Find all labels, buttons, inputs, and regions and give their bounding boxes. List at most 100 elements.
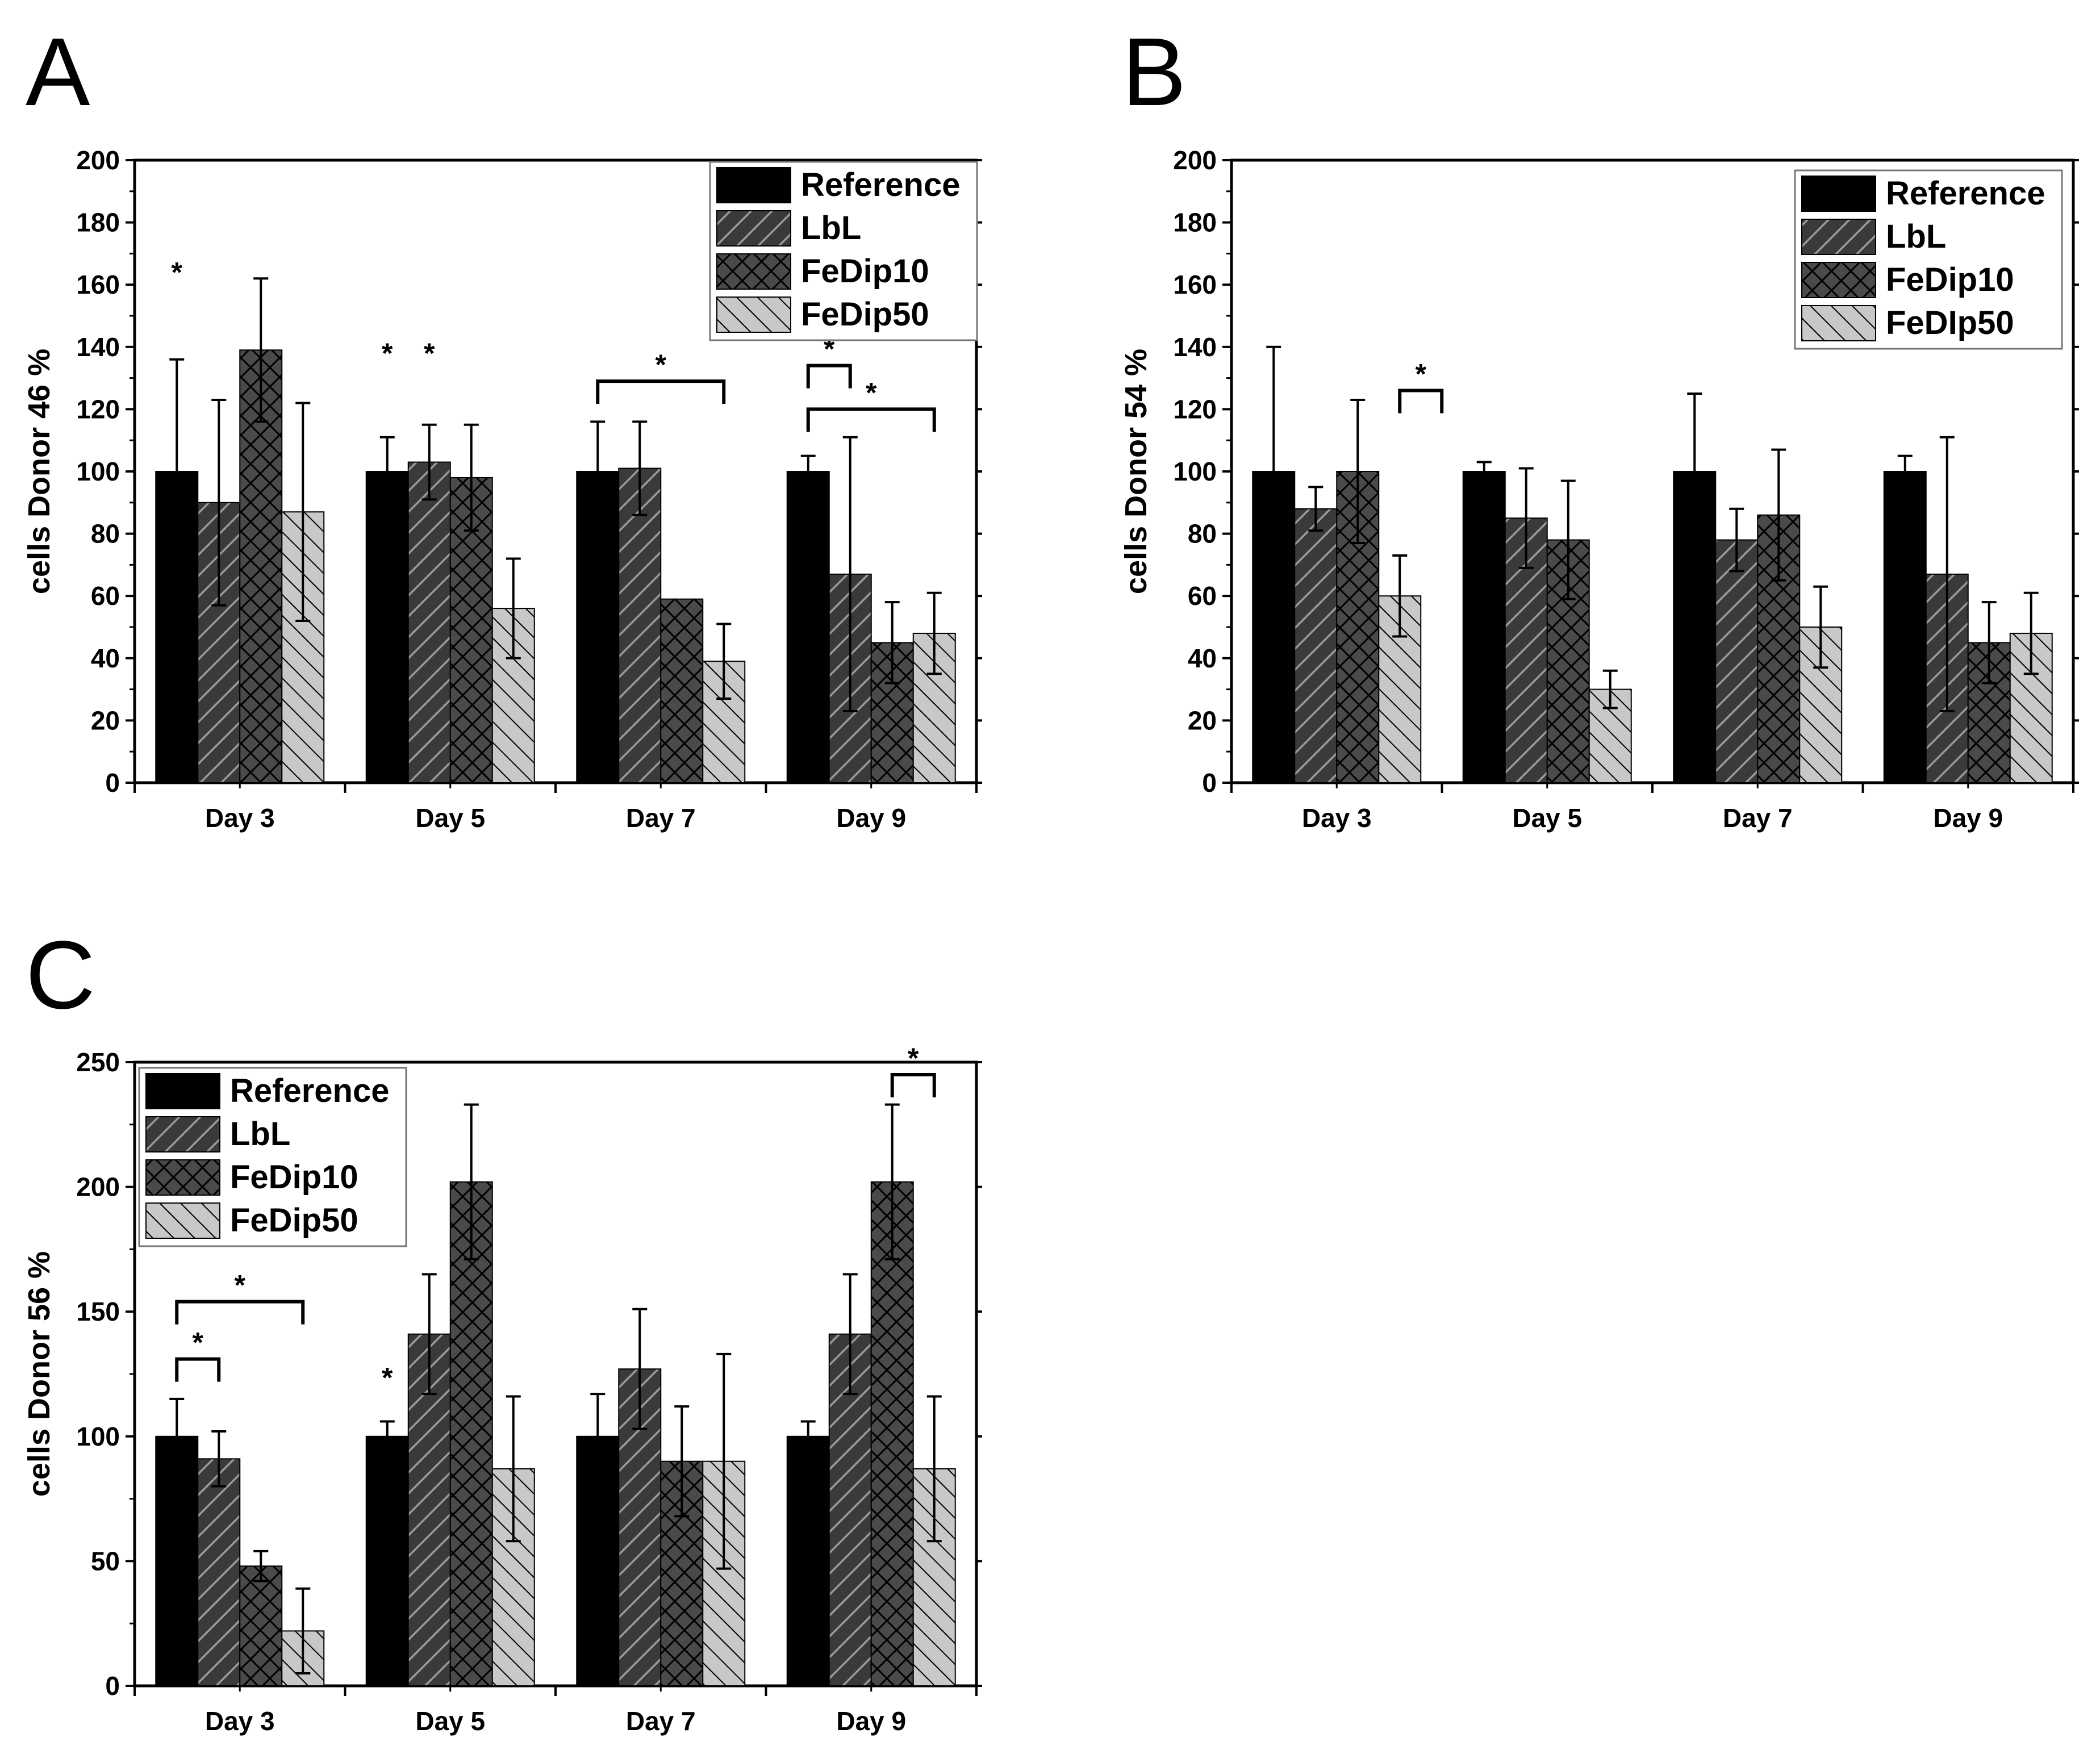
y-tick-label: 140 bbox=[76, 332, 120, 362]
y-tick-label: 0 bbox=[1202, 768, 1217, 797]
x-tick-label: Day 9 bbox=[836, 1706, 906, 1736]
bar-reference bbox=[1883, 471, 1927, 783]
y-tick-label: 160 bbox=[1173, 270, 1217, 299]
bar-reference bbox=[786, 1435, 830, 1687]
legend-label-fedip10: FeDip10 bbox=[1886, 261, 2014, 298]
significance-star: * bbox=[908, 1042, 919, 1074]
x-tick-label: Day 5 bbox=[415, 1706, 485, 1736]
y-tick-label: 140 bbox=[1173, 332, 1217, 362]
bar-fedip10 bbox=[660, 598, 704, 784]
significance-star: * bbox=[172, 256, 183, 288]
legend-label-lbl: LbL bbox=[801, 210, 861, 247]
legend-swatch-fedip50 bbox=[145, 1202, 220, 1239]
bar-fedip10 bbox=[239, 1565, 283, 1687]
x-tick-label: Day 5 bbox=[1512, 803, 1582, 833]
bar-lbl bbox=[407, 461, 451, 783]
y-axis-label: cells Donor 46 % bbox=[22, 349, 56, 594]
y-tick-label: 100 bbox=[76, 457, 120, 486]
legend-label-reference: Reference bbox=[801, 166, 960, 203]
y-tick-label: 100 bbox=[1173, 457, 1217, 486]
significance-bracket bbox=[175, 1300, 305, 1325]
x-tick-label: Day 7 bbox=[1723, 803, 1793, 833]
y-tick-label: 40 bbox=[91, 644, 120, 673]
bar-fedip10 bbox=[449, 1181, 493, 1686]
significance-star: * bbox=[424, 337, 435, 369]
bar-fedip50 bbox=[281, 511, 325, 783]
y-tick-label: 60 bbox=[91, 581, 120, 611]
x-tick-label: Day 3 bbox=[205, 803, 275, 833]
bar-lbl bbox=[197, 1458, 241, 1686]
significance-star: * bbox=[866, 377, 877, 408]
panel-letter-c: C bbox=[26, 921, 95, 1029]
x-tick-label: Day 9 bbox=[836, 803, 906, 833]
y-tick-label: 100 bbox=[76, 1422, 120, 1451]
y-tick-label: 200 bbox=[1173, 145, 1217, 175]
legend-label-reference: Reference bbox=[230, 1072, 389, 1109]
y-tick-label: 200 bbox=[76, 1172, 120, 1202]
y-tick-label: 80 bbox=[91, 519, 120, 549]
legend-swatch-lbl bbox=[716, 210, 791, 247]
y-tick-label: 0 bbox=[105, 1671, 120, 1701]
legend-swatch-fedip50 bbox=[1801, 305, 1876, 341]
legend-label-fedip50: FeDip50 bbox=[230, 1202, 358, 1239]
significance-star: * bbox=[235, 1269, 246, 1301]
y-tick-label: 120 bbox=[1173, 394, 1217, 424]
significance-bracket bbox=[1398, 389, 1444, 414]
y-tick-label: 80 bbox=[1188, 519, 1217, 549]
significance-bracket bbox=[806, 364, 852, 389]
significance-bracket bbox=[890, 1072, 936, 1097]
legend-label-lbl: LbL bbox=[230, 1116, 290, 1152]
bar-reference bbox=[365, 1435, 409, 1687]
bar-reference bbox=[786, 471, 830, 783]
chart-panel-a: 0 20 40 60 80 100 120 140 160 180 200 cells Donor 4… bbox=[22, 145, 982, 833]
legend-label-reference: Reference bbox=[1886, 175, 2045, 212]
significance-star: * bbox=[382, 337, 393, 369]
y-tick-label: 180 bbox=[1173, 208, 1217, 237]
y-tick-label: 150 bbox=[76, 1297, 120, 1326]
significance-star: * bbox=[193, 1327, 204, 1359]
legend-swatch-fedip10 bbox=[1801, 262, 1876, 298]
significance-bracket bbox=[806, 407, 936, 432]
bar-fedip10 bbox=[870, 1181, 914, 1686]
legend-swatch-fedip10 bbox=[716, 253, 791, 290]
y-tick-label: 40 bbox=[1188, 644, 1217, 673]
y-tick-label: 180 bbox=[76, 208, 120, 237]
significance-star: * bbox=[656, 349, 667, 381]
bar-reference bbox=[1252, 471, 1296, 783]
significance-star: * bbox=[382, 1362, 393, 1394]
x-tick-label: Day 7 bbox=[626, 1706, 696, 1736]
x-tick-label: Day 9 bbox=[1933, 803, 2003, 833]
y-tick-label: 20 bbox=[1188, 705, 1217, 735]
y-tick-label: 200 bbox=[76, 145, 120, 175]
y-tick-label: 250 bbox=[76, 1047, 120, 1077]
legend-swatch-reference bbox=[716, 167, 791, 203]
legend-swatch-lbl bbox=[1801, 219, 1876, 255]
x-tick-label: Day 3 bbox=[205, 1706, 275, 1736]
chart-panel-c: 0 50 100 150 200 250 cells Donor 56 % Day 3 Day … bbox=[22, 1042, 982, 1736]
y-tick-label: 160 bbox=[76, 270, 120, 299]
bar-reference bbox=[1462, 471, 1506, 783]
legend-label-fedip10: FeDip10 bbox=[801, 253, 929, 290]
y-axis-label: cells Donor 54 % bbox=[1119, 349, 1153, 594]
x-tick-label: Day 5 bbox=[415, 803, 485, 833]
x-tick-label: Day 3 bbox=[1302, 803, 1372, 833]
significance-bracket bbox=[596, 379, 726, 404]
y-tick-label: 50 bbox=[91, 1546, 120, 1576]
bar-reference bbox=[365, 471, 409, 783]
legend-label-fedip10: FeDip10 bbox=[230, 1159, 358, 1196]
y-tick-label: 60 bbox=[1188, 581, 1217, 611]
legend-swatch-reference bbox=[145, 1073, 220, 1109]
legend-swatch-lbl bbox=[145, 1116, 220, 1152]
legend-swatch-fedip10 bbox=[145, 1159, 220, 1196]
x-tick-label: Day 7 bbox=[626, 803, 696, 833]
bar-lbl bbox=[1294, 508, 1338, 783]
significance-star: * bbox=[824, 333, 835, 365]
panel-letter-a: A bbox=[26, 18, 90, 126]
legend-label-fedip50: FeDIp50 bbox=[1886, 304, 2014, 341]
panel-letter-b: B bbox=[1122, 18, 1186, 126]
y-axis-label: cells Donor 56 % bbox=[22, 1251, 56, 1497]
y-tick-label: 20 bbox=[91, 705, 120, 735]
y-tick-label: 0 bbox=[105, 768, 120, 797]
chart-panel-b: 0 20 40 60 80 100 120 140 160 180 200 cells Donor 5… bbox=[1119, 145, 2079, 833]
